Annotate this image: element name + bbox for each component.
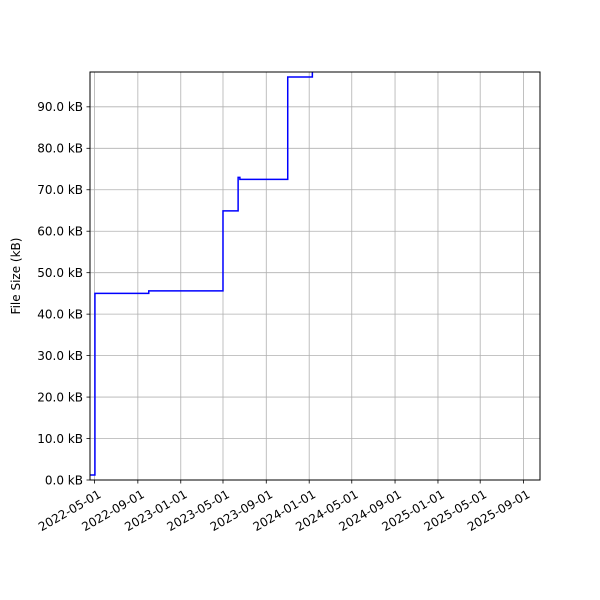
series-group	[90, 72, 314, 476]
y-tick-label: 50.0 kB	[37, 266, 83, 280]
y-axis-label: File Size (kB)	[9, 238, 23, 315]
y-tick-label: 10.0 kB	[37, 432, 83, 446]
grid-lines	[90, 72, 540, 481]
series-line-0	[90, 72, 314, 476]
y-tick-label: 0.0 kB	[45, 473, 83, 487]
plot-frame	[89, 71, 541, 481]
y-tick-label: 40.0 kB	[37, 307, 83, 321]
y-tick-label: 30.0 kB	[37, 349, 83, 363]
y-tick-label: 70.0 kB	[37, 183, 83, 197]
y-tick-label: 80.0 kB	[37, 142, 83, 156]
y-tick-label: 60.0 kB	[37, 225, 83, 239]
y-tick-label: 20.0 kB	[37, 390, 83, 404]
y-axis-ticks: 0.0 kB 10.0 kB 20.0 kB 30.0 kB 40.0 kB 50.0 k…	[37, 100, 90, 487]
y-tick-label: 90.0 kB	[37, 100, 83, 114]
